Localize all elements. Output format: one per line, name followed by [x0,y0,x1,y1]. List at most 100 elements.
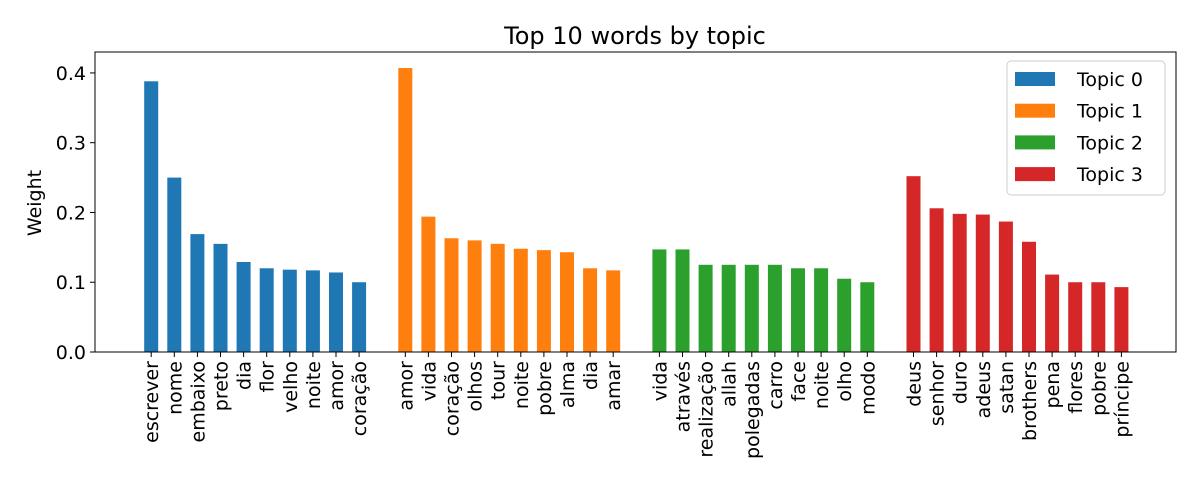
x-axis: escrever nome embaixo preto dia flor velho noit… [141,352,1133,459]
bar-1-3 [467,240,482,352]
x-tick-label: amar [603,361,625,411]
legend-swatch-2 [1015,135,1055,150]
bar-3-8 [1091,282,1106,352]
legend-label-2: Topic 2 [1076,132,1143,154]
x-tick-label: velho [280,361,302,413]
x-tick-label: olhos [465,361,487,411]
x-tick-label: satan [996,361,1018,414]
x-tick-label: carro [765,361,787,410]
bar-1-2 [444,238,459,352]
legend-swatch-3 [1015,167,1055,182]
x-tick-label: coração [442,361,464,436]
x-tick-label: nome [164,361,186,415]
bar-2-2 [698,264,713,352]
bar-0-7 [305,270,320,352]
bar-3-1 [929,208,944,352]
bar-0-6 [282,269,297,352]
x-tick-label: escrever [141,361,163,443]
y-tick-label: 0.0 [56,342,86,364]
x-tick-label: amor [326,361,348,411]
x-tick-label: noite [811,361,833,409]
x-tick-label: senhor [927,361,949,426]
x-tick-label: pena [1042,361,1064,408]
y-tick-label: 0.1 [56,272,86,294]
x-tick-label: flores [1065,361,1087,414]
x-tick-label: coração [349,361,371,436]
legend-frame [1006,60,1166,196]
x-tick-label: olho [834,361,856,402]
y-axis-label: Weight [24,170,46,236]
bar-2-3 [721,264,736,352]
bar-2-5 [767,264,782,352]
bar-0-3 [213,243,228,352]
bar-3-3 [975,214,990,352]
x-tick-label: príncipe [1111,361,1133,438]
bar-0-8 [329,272,343,352]
bar-2-8 [837,278,852,352]
bar-3-6 [1045,274,1060,352]
bars-group [144,68,1129,353]
bar-0-2 [190,234,205,352]
x-tick-label: vida [649,361,671,401]
bar-1-4 [490,243,505,352]
bar-0-9 [352,282,367,352]
y-tick-label: 0.4 [56,63,86,85]
x-tick-label: dia [234,361,256,390]
bar-1-0 [398,68,413,352]
x-tick-label: face [788,361,810,401]
x-tick-label: tour [488,361,510,400]
bar-1-7 [560,252,574,352]
x-tick-label: noite [303,361,325,409]
x-tick-label: duro [950,361,972,404]
bar-2-1 [675,249,690,352]
legend-swatch-1 [1015,103,1055,118]
bar-3-9 [1114,287,1129,352]
bar-2-6 [791,268,805,352]
legend: Topic 0 Topic 1 Topic 2 Topic 3 [1006,60,1166,196]
x-tick-label: através [673,361,695,432]
legend-label-3: Topic 3 [1076,164,1143,186]
chart-title: Top 10 words by topic [503,22,766,50]
x-tick-label: pobre [534,361,556,416]
x-tick-label: allah [719,361,741,407]
bar-0-0 [144,81,159,353]
x-tick-label: polegadas [742,361,764,459]
legend-label-1: Topic 1 [1076,101,1143,123]
x-tick-label: embaixo [187,361,209,442]
bar-1-6 [536,250,551,352]
bar-2-7 [814,268,829,352]
bar-2-0 [652,249,667,352]
x-tick-label: amor [395,361,417,411]
bar-2-9 [860,282,875,352]
x-tick-label: preto [211,361,233,411]
x-tick-label: dia [580,361,602,390]
x-tick-label: flor [257,361,279,393]
x-tick-label: modo [857,361,879,415]
x-tick-label: noite [511,361,533,409]
bar-3-5 [1022,241,1036,352]
bar-1-8 [583,268,598,352]
y-tick-label: 0.2 [56,202,86,224]
x-tick-label: realização [696,361,718,458]
y-tick-label: 0.3 [56,133,86,155]
y-axis: 0.0 0.1 0.2 0.3 0.4 [56,63,95,364]
bar-3-4 [998,221,1013,352]
x-tick-label: pobre [1088,361,1110,416]
bar-2-4 [744,264,759,352]
x-tick-label: vida [418,361,440,401]
legend-swatch-0 [1015,72,1055,86]
bar-0-4 [236,262,251,352]
bar-1-9 [606,270,621,352]
x-tick-label: brothers [1019,361,1041,441]
bar-3-0 [906,176,921,352]
x-tick-label: deus [904,361,926,407]
x-tick-label: adeus [973,361,995,418]
bar-0-1 [167,177,182,352]
bar-1-1 [421,216,436,352]
bar-0-5 [259,268,274,352]
x-tick-label: alma [557,361,579,408]
bar-3-2 [952,213,967,352]
bar-3-7 [1068,282,1083,352]
bar-1-5 [513,248,528,352]
